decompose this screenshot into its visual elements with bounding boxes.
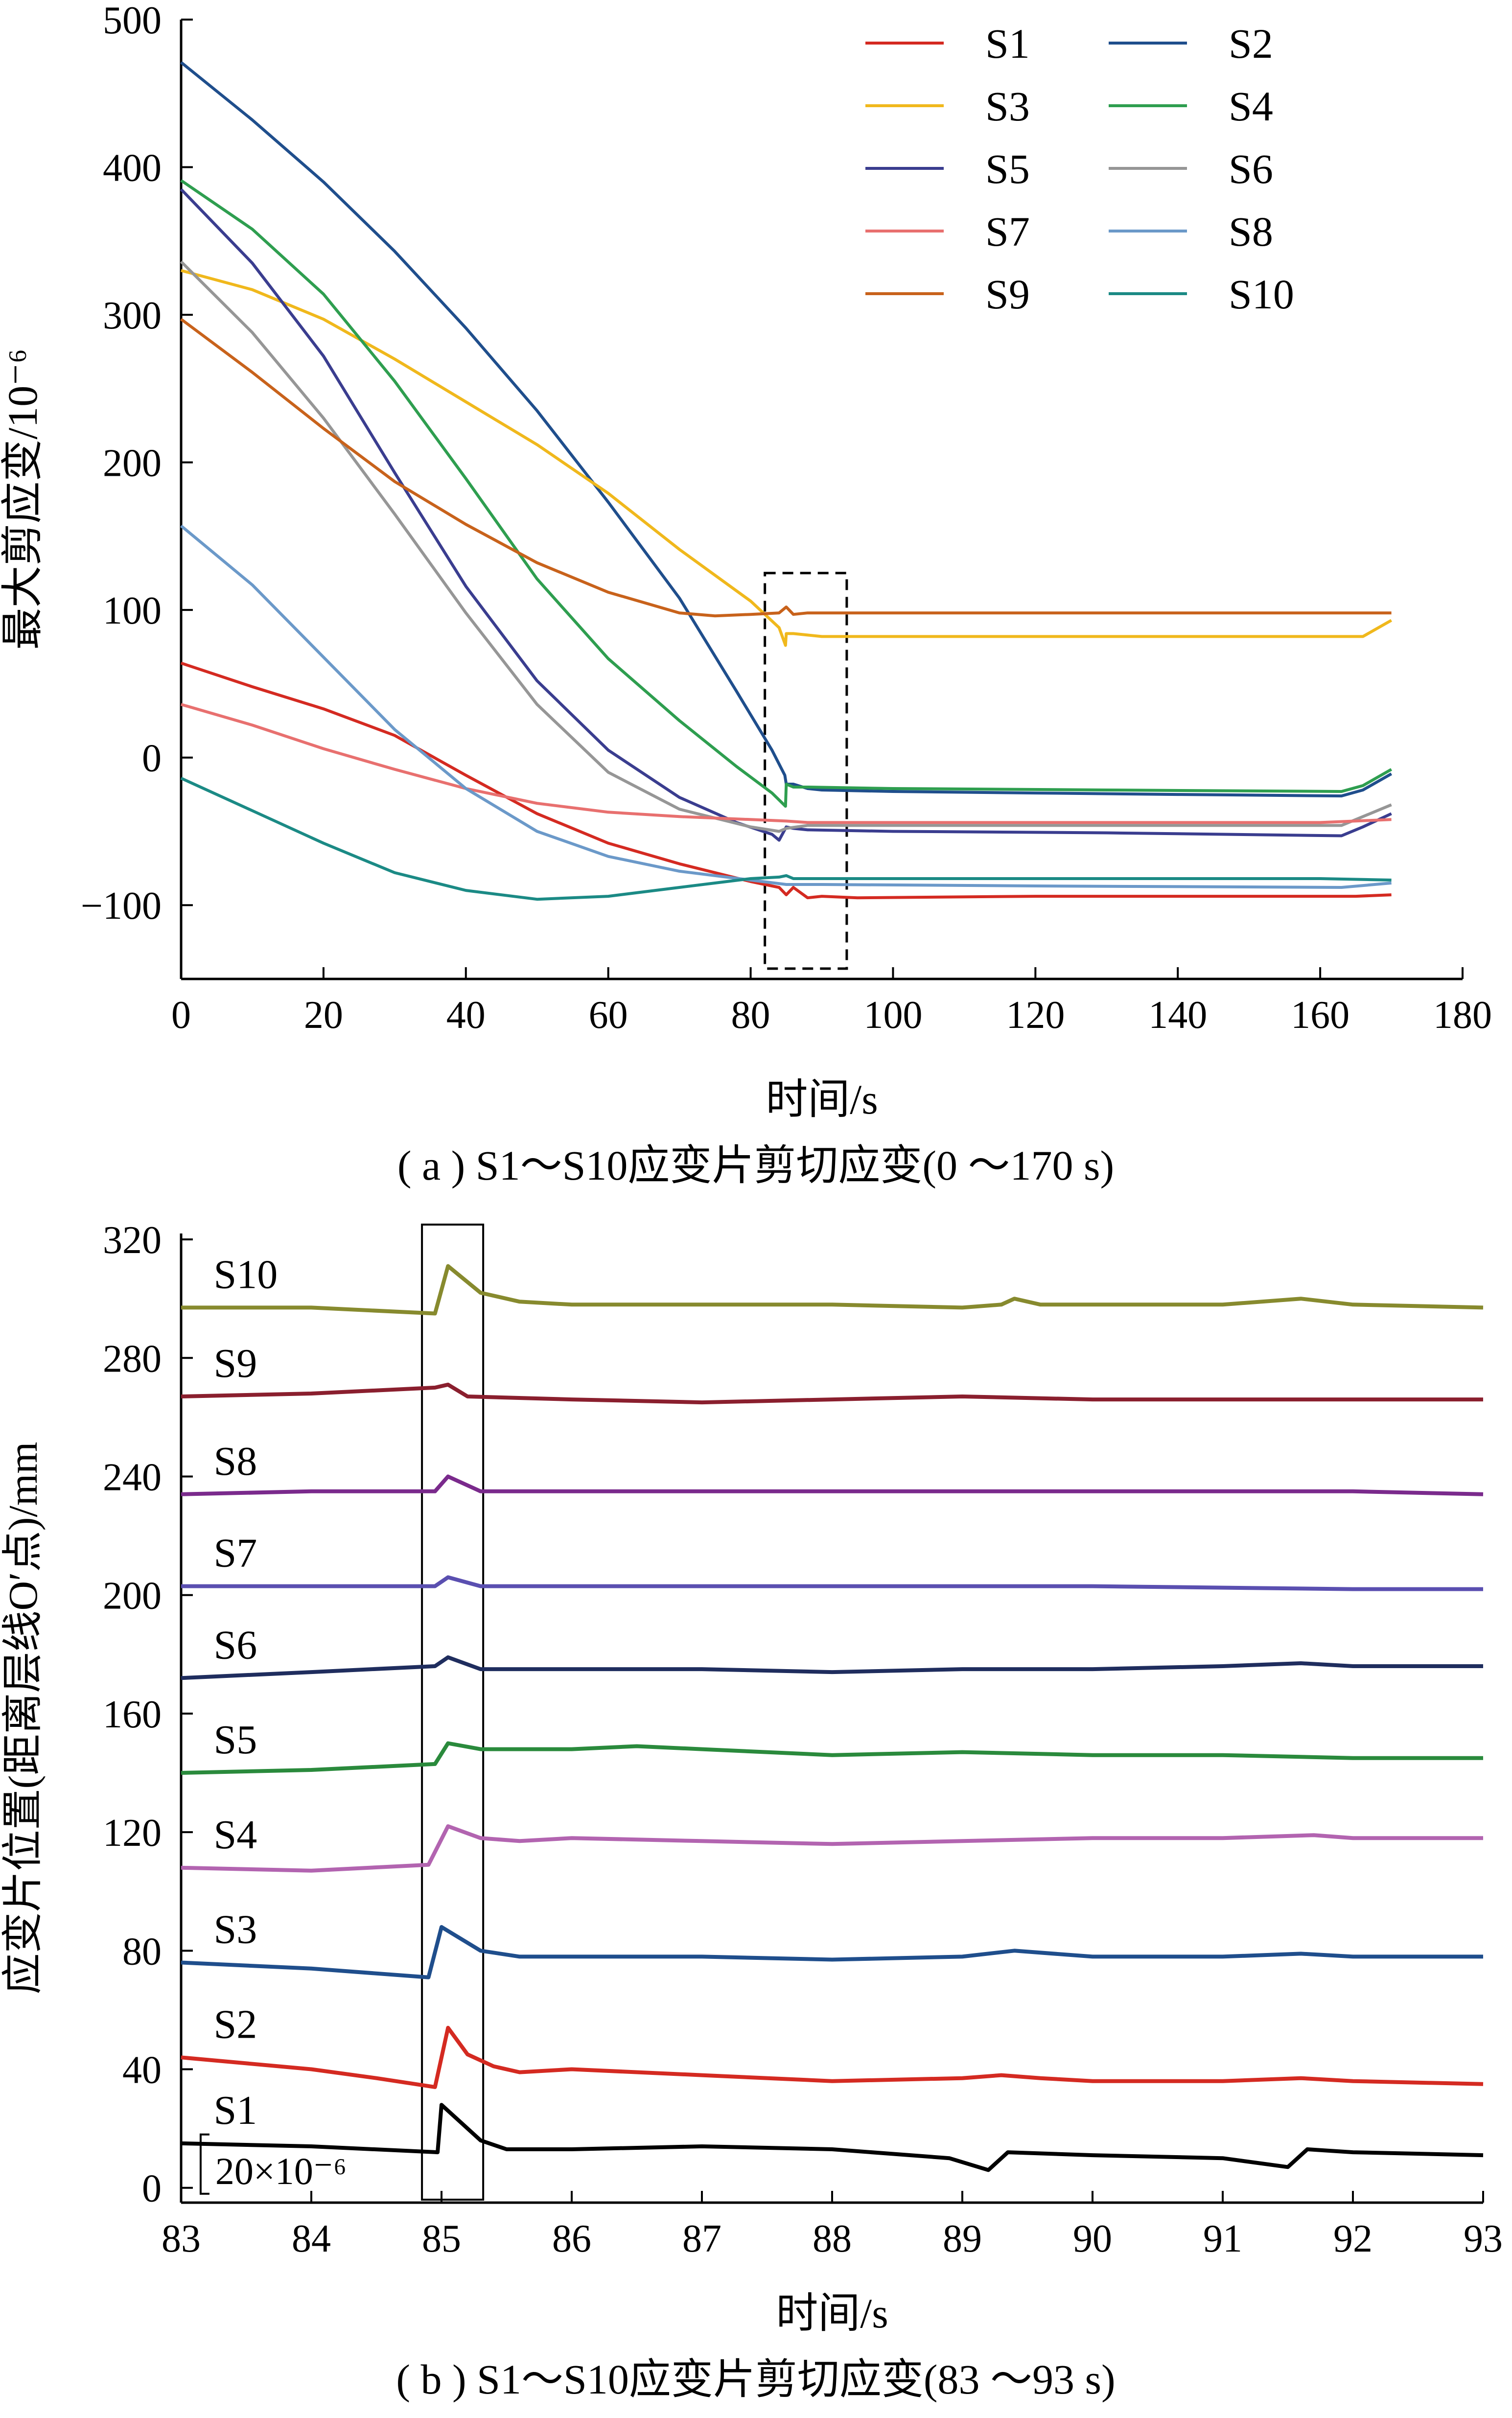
legend-label-s4: S4: [1229, 83, 1273, 130]
x-tick-label: 60: [589, 994, 628, 1037]
y-tick-label: 80: [122, 1930, 162, 1973]
series-line-s8: [180, 524, 1392, 889]
series-line-s9: [180, 318, 1392, 618]
legend-label-s2: S2: [1229, 20, 1273, 67]
series-label-s4: S4: [214, 1812, 257, 1858]
x-tick-label: 90: [1073, 2217, 1112, 2260]
scale-bar-label: 20×10⁻⁶: [215, 2150, 347, 2192]
x-tick-label: 180: [1433, 994, 1492, 1037]
series-line-s9: [181, 1382, 1483, 1405]
series-line-s1: [181, 661, 1392, 900]
legend-label-s1: S1: [985, 20, 1030, 67]
series-line-s10: [181, 1264, 1484, 1316]
series-label-s7: S7: [214, 1531, 257, 1576]
highlight-box: [764, 572, 848, 970]
x-tick-label: 120: [1006, 994, 1065, 1037]
legend-label-s8: S8: [1229, 208, 1273, 255]
caption: ( a ) S1～S10应变片剪切应变(0 ～170 s): [397, 1142, 1114, 1189]
y-tick-label: 240: [103, 1456, 162, 1499]
x-tick-label: 87: [682, 2217, 721, 2260]
series-line-s3: [181, 1925, 1483, 1979]
series-line-s5: [181, 1741, 1483, 1775]
series-label-s2: S2: [214, 2001, 257, 2047]
x-tick-label: 91: [1203, 2217, 1242, 2260]
series-line-s6: [180, 260, 1392, 833]
x-tick-label: 89: [943, 2217, 982, 2260]
series-line-s10: [180, 777, 1392, 901]
x-tick-label: 83: [162, 2217, 201, 2260]
scale-bar: [199, 2133, 209, 2195]
y-tick-label: 0: [142, 737, 162, 780]
series-line-s6: [181, 1655, 1483, 1680]
legend-label-s9: S9: [985, 271, 1030, 318]
x-tick-label: 86: [552, 2217, 591, 2260]
y-tick-label: 200: [103, 1575, 162, 1618]
series-line-s3: [181, 269, 1393, 647]
series-line-s5: [180, 188, 1392, 842]
x-axis-label: 时间/s: [776, 2290, 888, 2337]
series-line-s7: [181, 1575, 1483, 1591]
y-tick-label: 300: [103, 294, 162, 337]
series-line-s4: [180, 179, 1393, 808]
series-line-s4: [181, 1824, 1483, 1873]
series-label-s1: S1: [214, 2088, 257, 2133]
series-line-s8: [181, 1474, 1484, 1496]
y-axis-label: 应变片位置(距离层线O′点)/mm: [0, 1442, 46, 1995]
y-tick-label: −100: [81, 884, 162, 928]
y-tick-label: 400: [103, 147, 162, 190]
y-tick-label: 40: [122, 2049, 162, 2092]
legend-label-s10: S10: [1229, 271, 1294, 318]
x-tick-label: 88: [813, 2217, 852, 2260]
x-tick-label: 84: [292, 2217, 331, 2260]
series-label-s5: S5: [214, 1717, 257, 1763]
x-axis-label: 时间/s: [766, 1076, 878, 1123]
legend-label-s6: S6: [1229, 145, 1273, 192]
x-tick-label: 92: [1333, 2217, 1372, 2260]
highlight-box: [421, 1223, 485, 2201]
x-tick-label: 100: [863, 994, 922, 1037]
series-label-s6: S6: [214, 1622, 257, 1668]
x-tick-label: 140: [1148, 994, 1207, 1037]
series-line-s1: [181, 2103, 1484, 2172]
caption: ( b ) S1～S10应变片剪切应变(83 ～93 s): [396, 2356, 1115, 2403]
chart-a-svg: 0 20 40 60 80 100 120 140 160 180 −100 0 100 200 300 40…: [0, 0, 1492, 1189]
series-label-s3: S3: [214, 1907, 257, 1953]
y-axis-label: 最大剪应变/10⁻⁶: [0, 349, 46, 650]
legend-label-s7: S7: [985, 208, 1030, 255]
x-tick-label: 0: [171, 994, 191, 1037]
series-label-s9: S9: [214, 1341, 257, 1386]
legend-label-s3: S3: [985, 83, 1030, 130]
series-line-s2: [181, 2025, 1484, 2089]
legend-label-s5: S5: [985, 145, 1030, 192]
x-tick-label: 93: [1464, 2217, 1503, 2260]
y-tick-label: 160: [103, 1693, 162, 1736]
x-tick-label: 85: [422, 2217, 461, 2260]
y-tick-label: 280: [103, 1337, 162, 1380]
y-tick-label: 200: [103, 442, 162, 485]
series-label-s8: S8: [214, 1439, 257, 1484]
x-tick-label: 20: [304, 994, 343, 1037]
chart-b: 83 84 85 86 87 88 89 90 91 92 93 0 40 80 120 160 200 240 2…: [0, 1209, 1512, 2418]
y-tick-label: 500: [103, 0, 162, 42]
x-tick-label: 160: [1291, 994, 1349, 1037]
chart-b-svg: 83 84 85 86 87 88 89 90 91 92 93 0 40 80 120 160 200 240 2…: [0, 1219, 1503, 2403]
series-line-s7: [181, 703, 1392, 824]
y-tick-label: 120: [103, 1812, 162, 1855]
series-line-s2: [180, 61, 1393, 798]
chart-a: 0 20 40 60 80 100 120 140 160 180 −100 0 100 200 300 40…: [0, 0, 1492, 1189]
y-tick-label: 0: [142, 2167, 162, 2210]
series-label-s10: S10: [214, 1252, 278, 1297]
y-tick-label: 320: [103, 1219, 162, 1262]
x-tick-label: 80: [731, 994, 770, 1037]
y-tick-label: 100: [103, 589, 162, 632]
x-tick-label: 40: [446, 994, 486, 1037]
